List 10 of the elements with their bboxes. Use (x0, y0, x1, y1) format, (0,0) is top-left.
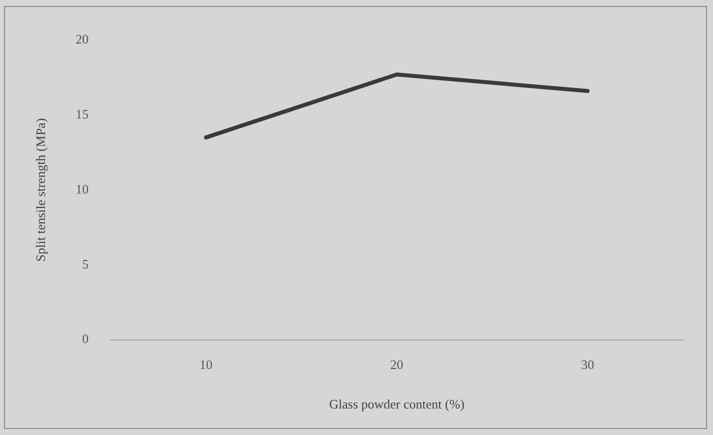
y-tick-label: 15 (76, 106, 89, 122)
y-axis-title: Split tensile strength (MPa) (33, 118, 48, 262)
y-tick-label: 0 (82, 331, 89, 346)
x-axis-title: Glass powder content (%) (329, 396, 464, 412)
y-tick-label: 5 (82, 256, 89, 272)
x-tick-label: 10 (200, 357, 212, 372)
x-tick-label: 20 (390, 357, 404, 372)
x-tick-label: 30 (581, 357, 594, 372)
y-tick-label: 10 (76, 181, 89, 196)
y-tick-label: 20 (76, 31, 89, 46)
